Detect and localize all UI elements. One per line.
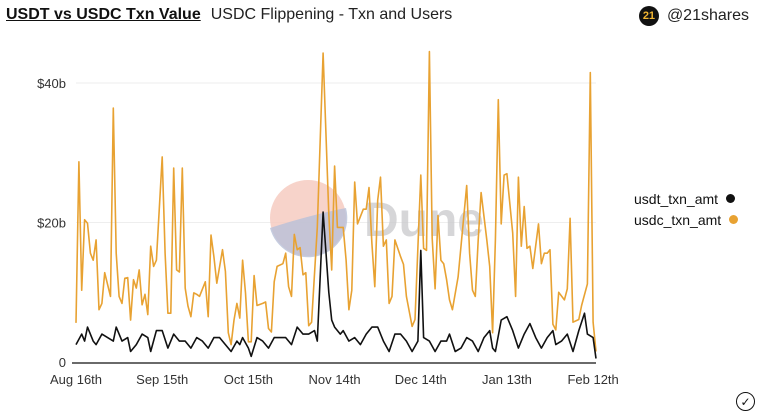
- x-tick-label: Dec 14th: [395, 372, 447, 387]
- brand-handle[interactable]: @21shares: [666, 7, 749, 24]
- legend-label: usdc_txn_amt: [634, 211, 722, 228]
- brand: 21 @21shares: [638, 6, 749, 26]
- legend-dot-icon: [729, 215, 739, 224]
- x-tick-label: Jan 13th: [482, 372, 532, 387]
- series-line-usdc_txn_amt[interactable]: [75, 50, 597, 352]
- x-tick-label: Nov 14th: [309, 372, 361, 387]
- x-tick-label: Feb 12th: [567, 372, 618, 387]
- legend-dot-icon: [726, 194, 736, 203]
- legend-item-usdc[interactable]: usdc_txn_amt: [634, 209, 739, 230]
- legend-label: usdt_txn_amt: [634, 190, 719, 207]
- dune-watermark: Dune: [270, 180, 484, 258]
- y-tick-label: $40b: [37, 76, 66, 91]
- y-tick-label: 0: [59, 355, 66, 370]
- 21shares-logo: 21: [638, 6, 659, 26]
- header: USDT vs USDC Txn Value USDC Flippening -…: [6, 6, 452, 24]
- legend: usdt_txn_amt usdc_txn_amt: [634, 188, 739, 230]
- tab-usdc-flippening[interactable]: USDC Flippening - Txn and Users: [210, 6, 453, 23]
- x-tick-label: Oct 15th: [224, 372, 273, 387]
- tab-usdt-vs-usdc[interactable]: USDT vs USDC Txn Value: [6, 6, 201, 23]
- check-icon[interactable]: ✓: [736, 392, 755, 411]
- series-line-usdt_txn_amt[interactable]: [75, 211, 597, 359]
- x-tick-label: Sep 15th: [136, 372, 188, 387]
- legend-item-usdt[interactable]: usdt_txn_amt: [634, 188, 738, 209]
- y-tick-label: $20b: [37, 216, 66, 231]
- x-tick-label: Aug 16th: [50, 372, 102, 387]
- dune-logo-shade: [270, 208, 348, 258]
